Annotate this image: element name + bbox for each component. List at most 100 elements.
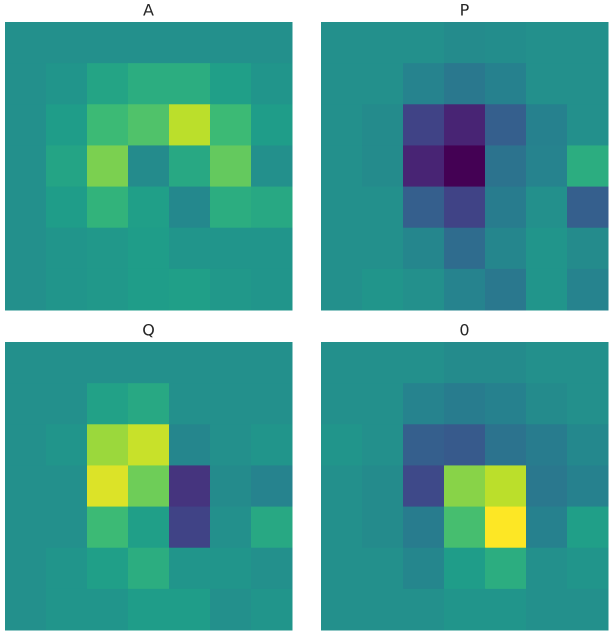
heatmap-cell [321,145,363,188]
heatmap-cell [485,63,527,105]
heatmap-cell [46,186,88,229]
heatmap-cell [485,465,527,508]
heatmap-cell [362,424,404,466]
heatmap-cell [526,588,568,631]
heatmap-cell [251,22,293,64]
heatmap-cell [5,186,47,229]
heatmap-cell [444,227,486,270]
heatmap-cell [87,383,129,425]
heatmap-cell [5,547,47,590]
heatmap-cell [403,63,445,105]
heatmap-cell [526,63,568,105]
heatmap-cell [5,342,47,384]
heatmap-cell [362,145,404,188]
heatmap-cell [251,588,293,631]
heatmap-cell [485,268,527,311]
heatmap-cell [567,104,609,146]
heatmap-cell [526,506,568,549]
heatmap-cell [444,145,486,188]
heatmap-cell [5,63,47,105]
heatmap-cell [444,383,486,425]
heatmap-cell [567,186,609,229]
heatmap-cell [403,22,445,64]
heatmap-cell [321,227,363,270]
panel-title: Q [142,321,155,340]
heatmap-cell [210,424,252,466]
heatmap-cell [485,342,527,384]
heatmap-cell [251,104,293,146]
heatmap-cell [251,424,293,466]
heatmap-cell [485,22,527,64]
heatmap-cell [169,342,211,384]
heatmap-cell [210,63,252,105]
heatmap-cell [321,547,363,590]
heatmap-cell [485,506,527,549]
heatmap-cell [169,63,211,105]
heatmap-cell [403,588,445,631]
heatmap-cell [210,227,252,270]
heatmap-cell [526,186,568,229]
heatmap-cell [128,547,170,590]
heatmap-cell [444,547,486,590]
heatmap-cell [251,268,293,311]
heatmap-cell [362,547,404,590]
heatmap-cell [5,104,47,146]
heatmap-cell [5,22,47,64]
heatmap-cell [362,268,404,311]
heatmap-cell [87,145,129,188]
heatmap-cell [169,268,211,311]
heatmap-cell [169,104,211,146]
heatmap-cell [403,145,445,188]
heatmap-cell [87,506,129,549]
heatmap-cell [210,22,252,64]
heatmap-cell [485,104,527,146]
heatmap-cell [321,588,363,631]
heatmap-cell [46,227,88,270]
heatmap-cell [251,506,293,549]
heatmap-cell [403,424,445,466]
heatmap-cell [567,506,609,549]
heatmap-cell [251,547,293,590]
heatmap-cell [46,383,88,425]
heatmap-cell [128,424,170,466]
heatmap-cell [251,145,293,188]
heatmap-cell [87,63,129,105]
heatmap-cell [46,63,88,105]
heatmap-cell [526,465,568,508]
heatmap-cell [210,104,252,146]
heatmap-cell [526,145,568,188]
heatmap-cell [362,104,404,146]
heatmap-cell [46,424,88,466]
heatmap-cell [321,424,363,466]
heatmap-cell [169,506,211,549]
heatmap-cell [128,588,170,631]
heatmap-cell [87,22,129,64]
heatmap-cell [321,342,363,384]
panel-title: P [460,1,470,20]
heatmap-cell [128,383,170,425]
heatmap-cell [128,342,170,384]
heatmap-cell [251,383,293,425]
heatmap-cell [169,186,211,229]
panel-title: 0 [459,321,469,340]
heatmap-cell [87,268,129,311]
heatmap-cell [169,547,211,590]
heatmap-cell [526,268,568,311]
heatmap-cell [46,268,88,311]
heatmap-cell [251,186,293,229]
heatmap-cell [5,506,47,549]
heatmap-cell [46,465,88,508]
heatmap-cell [526,547,568,590]
heatmap-cell [444,424,486,466]
heatmap-cell [87,186,129,229]
heatmap-cell [87,465,129,508]
heatmap-cell [128,268,170,311]
heatmap-cell [526,104,568,146]
heatmap-cell [526,22,568,64]
heatmap-cell [485,227,527,270]
heatmap-cell [362,342,404,384]
heatmap-cell [567,547,609,590]
heatmap-cell [251,465,293,508]
heatmap-cell [444,22,486,64]
